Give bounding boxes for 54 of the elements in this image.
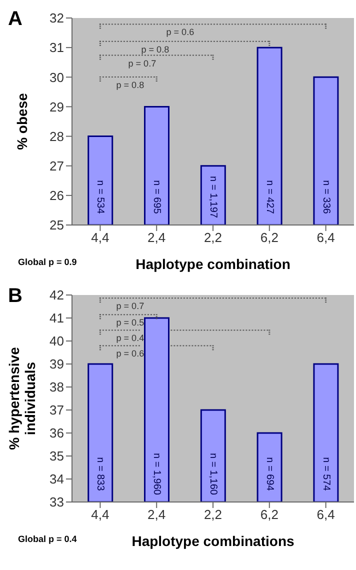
annotation: n = 1,960: [151, 453, 162, 496]
x-tick-label: 6,4: [316, 507, 335, 522]
annotation: p = 0.8: [116, 80, 144, 90]
x-axis-title: Haplotype combination: [136, 256, 290, 272]
y-tick-label: 32: [50, 10, 64, 26]
annotation: p = 0.6: [166, 27, 194, 38]
x-tick-label: 6,2: [260, 507, 278, 522]
y-tick-label: 28: [50, 128, 64, 144]
y-tick-label: 34: [50, 472, 64, 487]
annotation: n = 695: [151, 180, 162, 214]
annotation: n = 574: [320, 457, 332, 492]
x-axis-title: Haplotype combinations: [132, 533, 294, 549]
x-tick-label: 2,4: [148, 507, 166, 522]
annotation: n = 694: [264, 457, 275, 492]
y-tick-label: 41: [50, 310, 64, 326]
x-tick-label: 4,4: [91, 507, 110, 522]
chart-title: B: [8, 285, 22, 308]
y-tick-label: 27: [50, 158, 64, 174]
x-tick-label: 6,2: [260, 230, 278, 246]
annotation: n = 1,160: [208, 453, 218, 496]
x-tick-label: 2,4: [148, 230, 166, 246]
y-axis-title: % obese: [14, 92, 30, 150]
y-tick-label: 33: [50, 494, 64, 510]
y-tick-label: 29: [50, 99, 64, 114]
annotation: n = 336: [320, 180, 332, 214]
text: Global p = 0.4: [18, 534, 77, 544]
annotation: p = 0.6: [116, 348, 144, 359]
y-tick-label: 37: [50, 402, 64, 418]
y-tick-label: 25: [50, 218, 64, 233]
annotation: n = 833: [94, 457, 106, 492]
x-tick-label: 6,4: [316, 230, 335, 246]
y-tick-label: 31: [50, 40, 64, 56]
text: Global p = 0.9: [18, 257, 77, 267]
x-tick-label: 2,2: [204, 230, 222, 246]
annotation: n = 427: [264, 180, 275, 214]
y-tick-label: 35: [50, 448, 64, 464]
y-tick-label: 26: [50, 188, 64, 204]
annotation: p = 0.5: [116, 318, 144, 328]
y-tick-label: 40: [50, 334, 64, 349]
y-axis-title: % hypertensive individuals: [6, 346, 38, 450]
annotation: p = 0.7: [128, 58, 156, 68]
y-tick-label: 38: [50, 380, 64, 395]
y-tick-label: 36: [50, 426, 64, 441]
chart-title: A: [8, 8, 22, 31]
annotation: n = 1,197: [208, 176, 218, 218]
x-tick-label: 2,2: [204, 507, 222, 522]
x-tick-label: 4,4: [91, 230, 110, 246]
annotation: p = 0.4: [116, 333, 144, 344]
y-tick-label: 39: [50, 356, 64, 372]
annotation: p = 0.7: [116, 301, 144, 312]
annotation: p = 0.8: [141, 44, 170, 54]
y-tick-label: 42: [50, 288, 64, 303]
annotation: n = 534: [94, 180, 106, 214]
y-tick-label: 30: [50, 70, 64, 85]
